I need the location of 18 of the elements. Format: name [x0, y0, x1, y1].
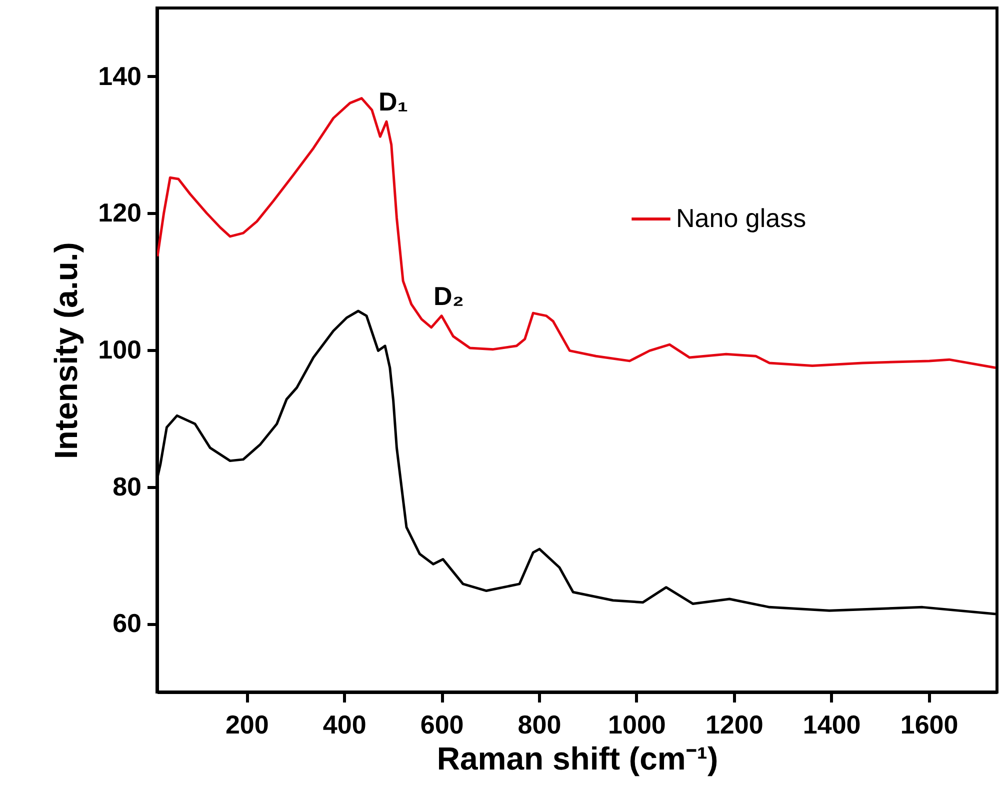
annotation: D₂ — [434, 280, 464, 311]
y-tick-label: 140 — [98, 60, 142, 91]
x-tick-label: 800 — [518, 710, 562, 740]
x-tick-label: 1200 — [705, 710, 764, 740]
legend-label: Nano glass — [676, 203, 806, 233]
x-tick-label: 1400 — [802, 710, 861, 740]
x-tick-label: 1600 — [900, 710, 958, 740]
y-tick-label: 120 — [98, 198, 142, 228]
x-tick-label: 200 — [225, 710, 269, 740]
y-tick-label: 80 — [112, 471, 142, 502]
y-tick-label: 100 — [98, 334, 142, 364]
y-tick-label: 60 — [112, 608, 142, 638]
x-tick-label: 1000 — [608, 710, 666, 740]
y-axis-title: Intensity (a.u.) — [48, 242, 84, 459]
x-tick-label: 600 — [420, 710, 464, 740]
x-axis-title: Raman shift (cm⁻¹) — [436, 740, 718, 776]
x-tick-label: 400 — [322, 710, 366, 740]
annotation: D₁ — [378, 86, 408, 117]
